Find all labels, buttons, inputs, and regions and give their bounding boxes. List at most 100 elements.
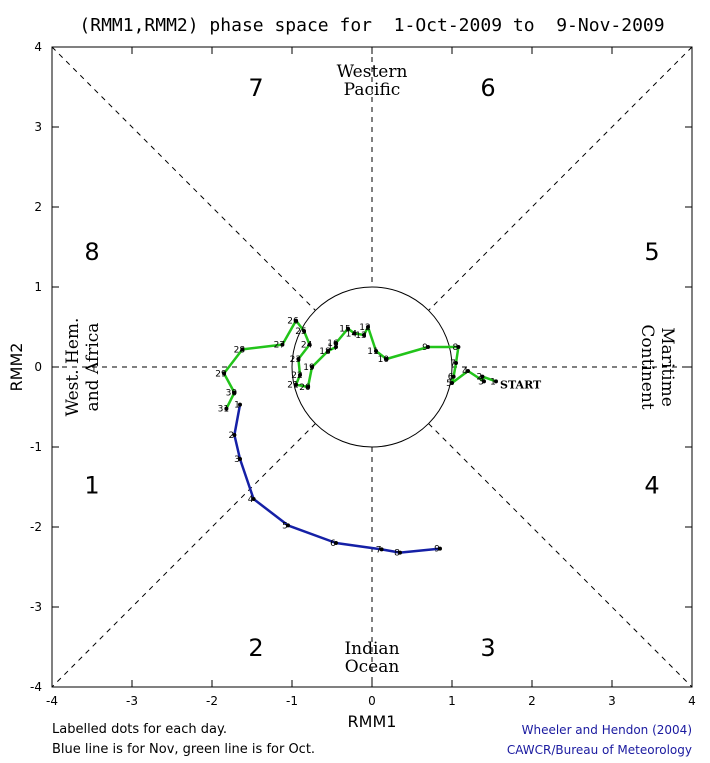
day-label: 26 (287, 317, 299, 327)
y-tick-label: 1 (34, 280, 42, 294)
day-label: 20 (299, 383, 311, 393)
y-axis-label: RMM2 (7, 343, 26, 392)
day-point (454, 361, 458, 365)
day-label: 11 (367, 347, 378, 357)
day-point (286, 523, 290, 528)
x-tick-label: 2 (528, 694, 536, 708)
day-point (238, 402, 242, 407)
y-tick-label: 4 (34, 40, 42, 54)
day-point (374, 349, 378, 353)
day-label: 2 (229, 431, 235, 441)
day-point (280, 342, 285, 347)
region-label-left: West. Hem. (63, 318, 83, 417)
region-label-right: Maritime (657, 327, 677, 407)
phase-number: 7 (248, 74, 263, 102)
region-label-top: Western (337, 62, 408, 82)
day-point (334, 541, 338, 545)
day-point (456, 345, 461, 349)
day-point (298, 373, 302, 377)
day-label: 1 (490, 377, 496, 387)
footer-note-1: Labelled dots for each day. (52, 722, 227, 737)
day-label: 30 (226, 389, 238, 399)
day-label: 1 (234, 401, 240, 411)
y-tick-label: 3 (34, 120, 42, 134)
x-tick-label: -1 (286, 694, 298, 708)
day-point (294, 318, 298, 323)
x-tick-label: -3 (126, 694, 138, 708)
day-label: 28 (234, 345, 246, 355)
day-label: 10 (378, 355, 390, 365)
day-point (366, 325, 370, 329)
day-point (232, 390, 237, 395)
x-tick-label: 0 (368, 694, 376, 708)
day-label: 9 (422, 343, 428, 353)
day-label: 23 (290, 355, 301, 365)
y-tick-label: -3 (30, 600, 42, 614)
x-tick-label: 1 (448, 694, 456, 708)
day-label: 9 (434, 545, 440, 555)
day-label: 24 (301, 341, 313, 351)
region-label-left: and Africa (83, 323, 103, 412)
day-label: 6 (448, 373, 454, 383)
phase-number: 2 (248, 634, 263, 662)
day-point (438, 546, 442, 551)
footer-note-2: Blue line is for Nov, green line is for … (52, 742, 316, 757)
day-label: 29 (215, 369, 227, 379)
y-tick-label: 0 (34, 360, 42, 374)
day-label: 7 (376, 545, 382, 555)
phase-number: 1 (84, 472, 99, 500)
day-label: 4 (462, 367, 468, 377)
day-point (494, 379, 498, 384)
x-axis-label: RMM1 (348, 712, 397, 731)
phase-number: 6 (480, 74, 495, 102)
phase-number: 8 (84, 238, 99, 266)
y-tick-label: 2 (34, 200, 42, 214)
day-point (384, 357, 389, 361)
phase-number: 4 (644, 472, 659, 500)
unit-circle (291, 286, 453, 448)
day-point (326, 349, 330, 353)
y-tick-label: -1 (30, 440, 42, 454)
day-point (398, 550, 402, 555)
day-point (379, 547, 384, 552)
x-tick-label: -2 (206, 694, 218, 708)
day-label: 19 (303, 363, 315, 373)
day-point (238, 457, 242, 461)
day-label: 18 (319, 347, 331, 357)
series-line-nov (233, 404, 441, 554)
region-label-top: Pacific (344, 80, 401, 100)
phase-divider-line (428, 46, 693, 311)
day-label: 3 (234, 455, 240, 465)
day-point (450, 381, 454, 385)
day-label: 8 (394, 549, 400, 559)
phase-number: 3 (480, 634, 495, 662)
day-label: 17 (327, 343, 338, 353)
day-point (240, 347, 245, 352)
day-point (251, 497, 256, 501)
phase-divider-line (51, 46, 316, 311)
region-label-bottom: Ocean (345, 657, 400, 677)
day-label: 15 (339, 325, 350, 335)
region-label-bottom: Indian (344, 639, 399, 659)
day-label: 22 (291, 371, 302, 381)
day-label: 5 (446, 379, 452, 389)
day-label: 3 (478, 377, 484, 387)
day-point (426, 345, 430, 349)
day-label: 31 (218, 405, 229, 415)
day-point (306, 385, 310, 389)
day-label: 2 (477, 373, 483, 383)
day-point (482, 379, 486, 384)
day-label: 4 (248, 495, 254, 505)
day-label: 8 (453, 343, 459, 353)
day-point (296, 357, 301, 361)
credit-institution: CAWCR/Bureau of Meteorology (506, 743, 692, 757)
day-point (302, 329, 306, 333)
day-point (451, 374, 456, 379)
phase-divider-line (51, 423, 316, 688)
day-label: 12 (359, 323, 370, 333)
x-tick-label: 3 (608, 694, 616, 708)
day-label: 7 (450, 359, 456, 369)
day-point (466, 369, 470, 373)
